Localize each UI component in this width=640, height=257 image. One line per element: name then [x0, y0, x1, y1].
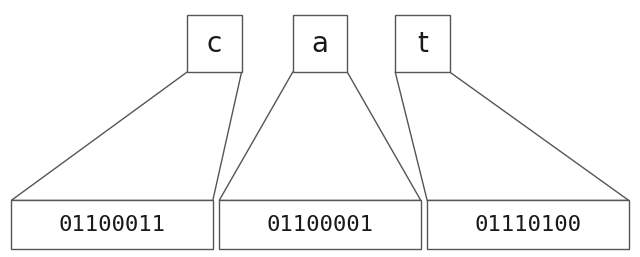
Text: 01100011: 01100011 [58, 215, 166, 235]
Polygon shape [11, 72, 242, 200]
Bar [428, 200, 628, 249]
Bar [219, 200, 421, 249]
Text: 01100001: 01100001 [266, 215, 374, 235]
Polygon shape [396, 72, 628, 200]
Polygon shape [219, 72, 421, 200]
Bar [396, 15, 450, 72]
Bar [293, 15, 347, 72]
Bar [188, 15, 242, 72]
Text: 01110100: 01110100 [474, 215, 582, 235]
Bar [11, 200, 212, 249]
Text: c: c [207, 30, 222, 58]
Text: t: t [417, 30, 428, 58]
Text: a: a [312, 30, 328, 58]
